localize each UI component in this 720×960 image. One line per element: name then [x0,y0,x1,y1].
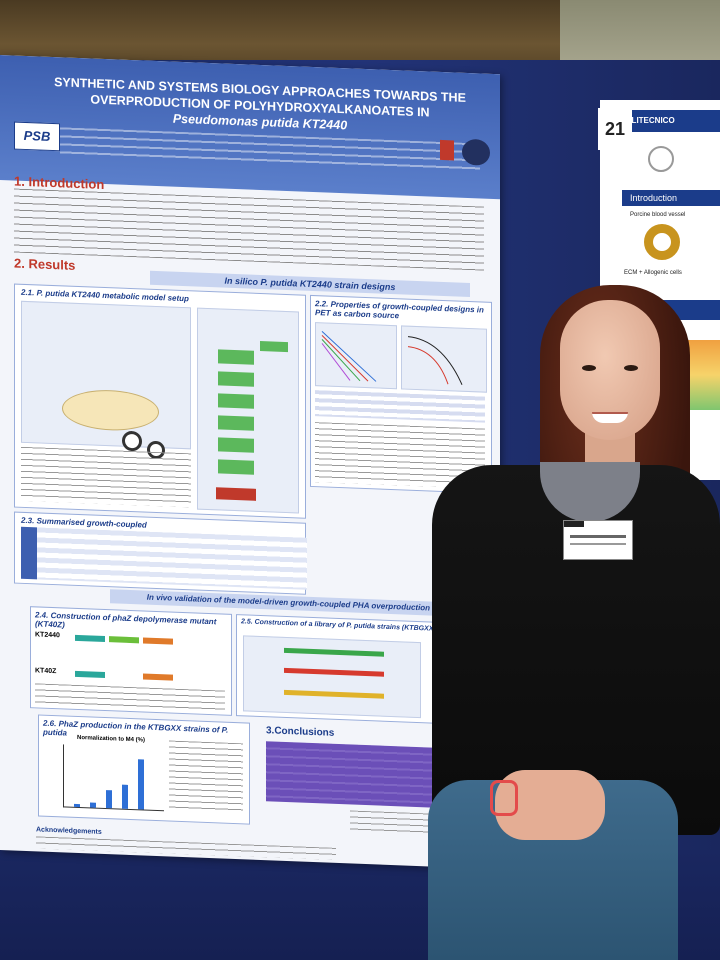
workflow-end [216,487,256,501]
panel-2-6: 2.6. PhaZ production in the KTBGXX strai… [38,714,250,825]
name-badge [563,520,633,560]
workflow-step [218,437,254,453]
workflow-step [218,371,254,387]
workflow-step [218,349,254,365]
badge-logo [564,521,584,527]
fig1-caption [21,446,191,508]
left-eye [582,365,596,371]
smile [592,412,628,423]
bar [138,759,144,810]
gene-arrow [143,637,173,645]
flag-logo [440,139,454,161]
gene-arrow [75,670,105,679]
bar [122,784,128,809]
section-results: 2. Results [14,255,76,273]
growth-lines [321,331,377,382]
panel-2-2: 2.2. Properties of growth-coupled design… [310,294,492,494]
blood-vessel-caption: Porcine blood vessel [630,212,686,218]
production-plot [401,325,487,393]
workflow-step [218,393,254,409]
design-table [315,390,485,423]
workflow-step [218,415,254,431]
construct-bar [284,667,384,677]
acknowledgements-heading: Acknowledgements [36,826,102,836]
right-eye [624,365,638,371]
workflow-step [218,459,254,475]
poster-number-card: 21 [598,108,632,150]
growth-plot [315,322,397,390]
gene-arrow [143,673,173,681]
bar [90,802,96,808]
s26-title: 2.6. PhaZ production in the KTBGXX strai… [43,718,229,738]
bar [106,790,112,809]
badge-name-line [570,535,626,538]
pha-granule [122,430,142,452]
cell-ellipse [62,388,159,433]
conclusions-heading: 3.Conclusions [266,725,335,739]
summary-table [21,526,307,590]
research-poster: SYNTHETIC AND SYSTEMS BIOLOGY APPROACHES… [0,55,500,870]
ecm-caption: ECM + Allogenic cells [624,270,682,276]
intro-text [14,188,484,271]
bar [74,803,80,808]
fig-caption-2-6 [169,740,243,814]
construct-bar [284,689,384,699]
panel-2-4: 2.4. Construction of phaZ depolymerase m… [30,606,232,716]
workflow-side-step [260,340,288,353]
vessel-ring-icon [644,224,680,260]
psb-logo: PSB [14,121,60,152]
library-construction-figure [243,635,421,719]
workflow-figure [197,307,299,514]
metabolic-map-figure [21,300,191,460]
strain-kt2440: KT2440 [35,631,60,640]
strain-kt40z: KT40Z [35,667,57,676]
production-curves [407,336,463,385]
s24-title: 2.4. Construction of phaZ depolymerase m… [35,610,217,630]
gene-arrow [109,636,139,644]
university-seal [648,146,674,172]
panel-2-1: 2.1. P. putida KT2440 metabolic model se… [14,283,306,519]
fig3-caption [35,683,225,711]
wristband [490,780,518,816]
runner-logo [462,138,490,166]
panel-2-3: 2.3. Summarised growth-coupled [14,511,307,595]
neighbor-intro-heading: Introduction [622,190,720,206]
gene-arrow [75,634,105,643]
badge-affiliation-line [570,543,626,545]
s22-title: 2.2. Properties of growth-coupled design… [315,299,484,321]
chart-title: Normalization to M4 (%) [77,734,146,744]
pha-bar-chart [63,744,164,812]
construct-bar [284,647,384,657]
